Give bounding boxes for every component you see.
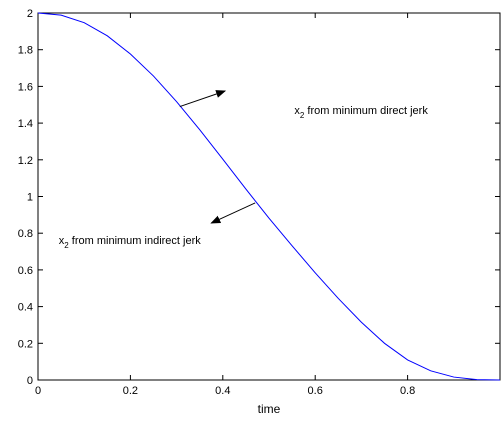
plot-area-frame — [37, 12, 501, 381]
y-tick-label: 1 — [27, 192, 33, 204]
annotation-arrow-direct — [179, 90, 227, 108]
y-tick-label: 1.8 — [18, 45, 33, 57]
y-tick-label: 1.2 — [18, 155, 33, 167]
y-tick-label: 2 — [27, 8, 33, 20]
annotation-layer: x2 from minimum direct jerk x2 from minim… — [59, 90, 428, 250]
x-tick-label: 0 — [35, 385, 41, 397]
x-axis: 0 0.2 0.4 0.6 0.8 — [35, 13, 415, 397]
y-tick-label: 0.8 — [18, 228, 33, 240]
series-layer — [37, 12, 501, 381]
x-tick-label: 0.6 — [308, 385, 323, 397]
y-tick-label: 1.6 — [18, 81, 33, 93]
y-tick-label: 0 — [27, 375, 33, 387]
x-tick-label: 0.2 — [123, 385, 138, 397]
y-tick-label: 0.2 — [18, 338, 33, 350]
annotation-label-indirect: x2 from minimum indirect jerk — [59, 235, 201, 250]
x-tick-label: 0.8 — [400, 385, 415, 397]
y-axis: 0 0.2 0.4 0.6 0.8 1 1.2 1.4 1.6 1.8 2 — [18, 8, 500, 387]
y-tick-label: 0.6 — [18, 265, 33, 277]
y-tick-label: 0.4 — [18, 302, 33, 314]
x-axis-label: time — [258, 402, 281, 416]
annotation-arrow-indirect — [210, 202, 256, 224]
annotation-label-direct: x2 from minimum direct jerk — [294, 105, 428, 120]
series-line — [37, 12, 501, 381]
y-tick-label: 1.4 — [18, 118, 33, 130]
x-tick-label: 0.4 — [215, 385, 230, 397]
